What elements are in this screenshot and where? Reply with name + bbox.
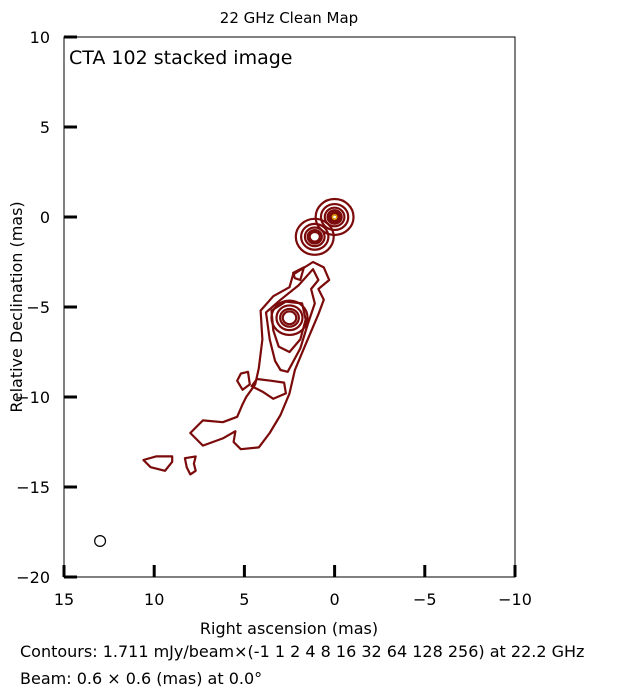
- y-tick-label: 10: [30, 28, 50, 47]
- plot-frame: [63, 36, 516, 578]
- y-tick-label: −20: [16, 568, 50, 587]
- component-contour: [323, 206, 346, 228]
- component-contour: [326, 209, 343, 225]
- jet-contour: [292, 266, 305, 282]
- component-contour: [303, 226, 326, 248]
- jet-contour: [189, 260, 331, 451]
- component-contour: [275, 304, 304, 332]
- core-peak-marker: [331, 214, 338, 220]
- y-axis-label: Relative Declination (mas): [7, 201, 26, 412]
- component-contour: [294, 217, 335, 256]
- jet-contour: [183, 455, 197, 476]
- chart-title: 22 GHz Clean Map: [220, 9, 358, 27]
- y-tick-label: −15: [16, 478, 50, 497]
- x-tick-label: 0: [330, 590, 340, 609]
- component-contour: [328, 211, 341, 223]
- y-tick-label: 0: [40, 208, 50, 227]
- y-tick-label: −10: [16, 388, 50, 407]
- source-annotation: CTA 102 stacked image: [69, 47, 292, 69]
- contour-levels-note: Contours: 1.711 mJy/beam×(-1 1 2 4 8 16 …: [20, 642, 585, 661]
- beam-note: Beam: 0.6 × 0.6 (mas) at 0.0°: [20, 669, 263, 688]
- x-tick-label: 10: [144, 590, 164, 609]
- jet-contour: [264, 268, 320, 373]
- jet-contour: [142, 455, 174, 472]
- x-axis-label: Right ascension (mas): [200, 619, 378, 638]
- jet-contour: [250, 377, 287, 400]
- x-tick-label: 15: [54, 590, 74, 609]
- y-tick-label: −5: [26, 298, 50, 317]
- x-tick-label: 5: [239, 590, 249, 609]
- component-contour: [300, 222, 330, 251]
- component-contour: [319, 202, 350, 232]
- component-contour: [279, 307, 300, 328]
- jet-contour: [270, 300, 307, 354]
- beam-ellipse: [94, 534, 107, 548]
- x-tick-label: −5: [413, 590, 437, 609]
- contour-layer: [94, 197, 355, 548]
- y-tick-label: 5: [40, 118, 50, 137]
- component-contour: [281, 310, 298, 326]
- x-tick-label: −10: [498, 590, 532, 609]
- jet-contour: [236, 370, 251, 391]
- component-contour: [270, 299, 309, 337]
- component-contour: [306, 228, 323, 245]
- component-contour: [308, 230, 321, 243]
- axis-ticks: 15 10 5 0 −5 −10 10 5 0 −5 −10 −15 −20: [16, 28, 532, 609]
